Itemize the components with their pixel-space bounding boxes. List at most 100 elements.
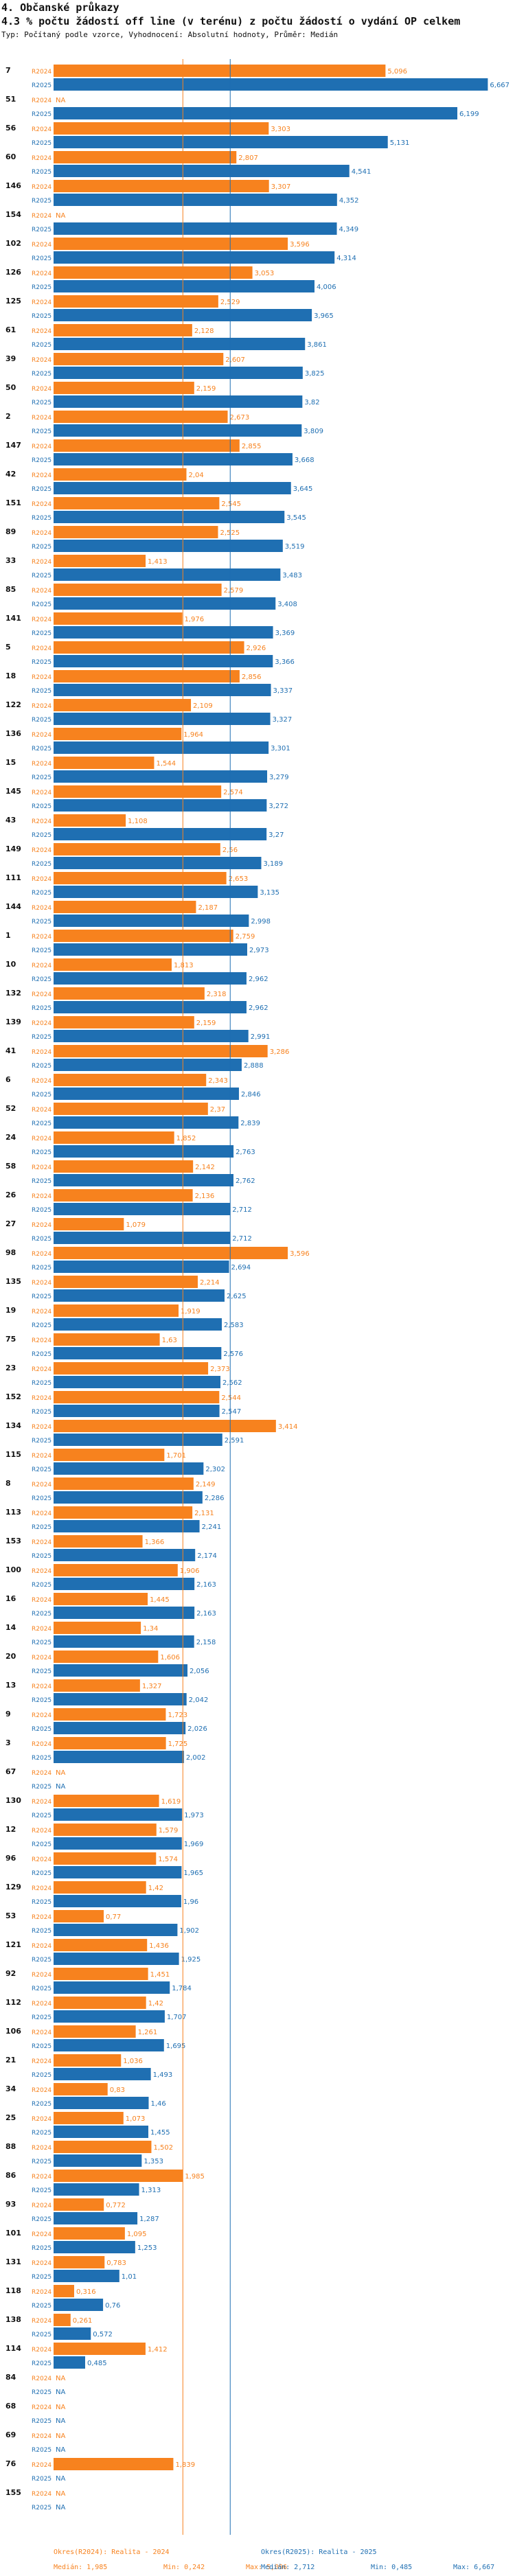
- series-label: R2025: [32, 2043, 52, 2050]
- bar-r2025: [54, 2327, 91, 2340]
- category-label: 61: [5, 325, 16, 334]
- category-label: 51: [5, 95, 16, 104]
- value-label: 3,327: [273, 716, 293, 724]
- value-label: 1,455: [150, 2129, 170, 2137]
- value-label: 1,544: [156, 760, 176, 768]
- category-label: 125: [5, 297, 21, 306]
- series-label: R2024: [32, 2029, 52, 2036]
- series-label: R2024: [32, 761, 52, 768]
- series-label: R2025: [32, 313, 52, 320]
- bar-r2025: [54, 1318, 222, 1331]
- series-label: R2024: [32, 386, 52, 393]
- bar-r2025: [54, 2212, 138, 2224]
- series-label: R2025: [32, 198, 52, 205]
- bar-r2024: [54, 1535, 143, 1548]
- category-label: 89: [5, 527, 16, 536]
- value-label: 2,187: [198, 904, 218, 912]
- bar-r2024: [54, 2458, 174, 2470]
- bar-r2024: [54, 382, 194, 394]
- value-label: 2,839: [240, 1120, 260, 1127]
- category-label: 85: [5, 585, 16, 594]
- value-label: 5,131: [390, 139, 410, 147]
- category-label: 115: [5, 1450, 21, 1459]
- category-label: 86: [5, 2171, 16, 2180]
- series-label: R2024: [32, 271, 52, 277]
- bar-r2024: [54, 2025, 136, 2038]
- value-label: 4,314: [336, 255, 356, 262]
- bar-r2024: [54, 1160, 194, 1173]
- bar-r2025: [54, 972, 247, 985]
- value-label: 0,572: [93, 2331, 113, 2338]
- series-label: R2024: [32, 1828, 52, 1835]
- bar-r2024: [54, 757, 154, 769]
- bar-r2025: [54, 2068, 151, 2080]
- bar-r2024: [54, 526, 218, 538]
- value-label: 1,973: [184, 1812, 204, 1819]
- series-label: R2024: [32, 1568, 52, 1575]
- bar-r2025: [54, 1808, 183, 1821]
- value-label: 1,42: [148, 1885, 163, 1892]
- series-label: R2024: [32, 1539, 52, 1546]
- value-label: 3,519: [285, 543, 305, 551]
- category-label: 76: [5, 2459, 16, 2468]
- series-label: R2024: [32, 645, 52, 652]
- category-label: 23: [5, 1364, 16, 1372]
- bar-r2024: [54, 2343, 146, 2355]
- bar-r2025: [54, 1001, 247, 1013]
- legend-label: Okres(R2025): Realita - 2025: [261, 2549, 377, 2556]
- value-label: 4,352: [339, 197, 359, 205]
- series-label: R2025: [32, 601, 52, 608]
- value-label: 2,759: [236, 933, 255, 941]
- category-label: 52: [5, 1104, 16, 1113]
- value-label: 3,483: [282, 572, 302, 579]
- value-label: 3,596: [290, 241, 310, 249]
- series-label: R2025: [32, 227, 52, 233]
- value-label: 1,985: [185, 2173, 205, 2181]
- value-label: 1,813: [174, 962, 194, 969]
- series-label: R2024: [32, 703, 52, 710]
- category-label: 1: [5, 931, 11, 940]
- bar-r2024: [54, 2198, 104, 2211]
- value-label: 1,313: [141, 2187, 161, 2194]
- series-label: R2025: [32, 1813, 52, 1819]
- value-label: 3,301: [271, 745, 290, 752]
- value-label: 2,846: [241, 1091, 261, 1099]
- bar-r2024: [54, 872, 227, 884]
- value-label: 2,856: [242, 674, 262, 681]
- category-label: 135: [5, 1277, 21, 1286]
- value-label: 2,583: [224, 1322, 244, 1329]
- bar-r2025: [54, 395, 303, 408]
- value-label: 1,036: [123, 2058, 143, 2065]
- bar-r2025: [54, 1203, 231, 1215]
- value-label: 1,919: [181, 1308, 201, 1315]
- series-label: R2025: [32, 1293, 52, 1300]
- value-label: 2,002: [186, 1754, 206, 1762]
- value-label: 3,369: [275, 630, 295, 637]
- category-label: 88: [5, 2142, 16, 2151]
- category-label: 41: [5, 1046, 16, 1055]
- series-label: R2025: [32, 2360, 52, 2367]
- category-label: 122: [5, 700, 21, 709]
- bar-r2024: [54, 122, 269, 135]
- series-label: R2024: [32, 1799, 52, 1806]
- legend-median: Medián: 2,712: [261, 2563, 314, 2571]
- bar-r2024: [54, 641, 244, 654]
- value-label: 2,888: [244, 1062, 264, 1070]
- bar-r2024: [54, 1074, 207, 1086]
- bar-r2024: [54, 411, 228, 423]
- series-label: R2024: [32, 357, 52, 364]
- value-label: 1,707: [167, 2014, 187, 2021]
- value-label: 2,302: [205, 1466, 225, 1473]
- bar-r2024: [54, 65, 386, 77]
- bar-r2025: [54, 1376, 221, 1388]
- value-label: 0,83: [110, 2086, 125, 2094]
- bar-r2024: [54, 1852, 157, 1865]
- bar-r2025: [54, 1607, 195, 1619]
- bar-r2024: [54, 1247, 288, 1259]
- series-label: R2024: [32, 1943, 52, 1950]
- bar-r2024: [54, 1593, 148, 1605]
- series-label: R2025: [32, 2476, 52, 2483]
- series-label: R2025: [32, 1438, 52, 1445]
- bar-r2025: [54, 338, 306, 350]
- bar-r2024: [54, 1968, 148, 1980]
